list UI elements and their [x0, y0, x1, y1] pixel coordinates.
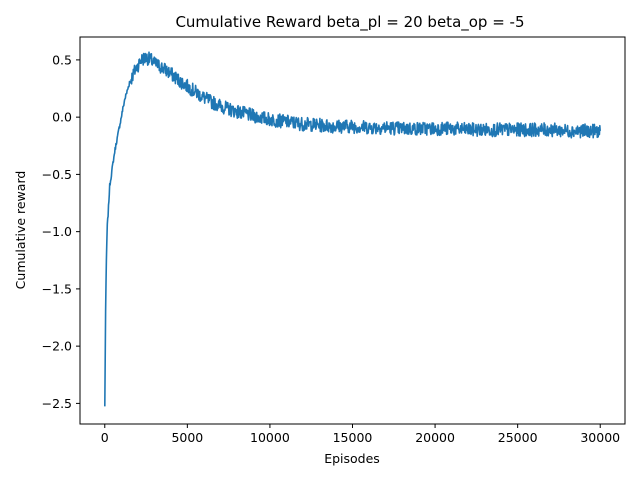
series-line — [104, 51, 601, 407]
x-axis-ticks: 0 5000 10000 15000 20000 25000 30000 — [101, 424, 620, 445]
y-tick-label: −1.0 — [42, 224, 72, 239]
y-axis-label: Cumulative reward — [13, 171, 28, 290]
x-tick-label: 25000 — [498, 430, 538, 445]
x-tick-label: 5000 — [171, 430, 203, 445]
x-tick-label: 0 — [101, 430, 109, 445]
y-tick-label: −1.5 — [42, 281, 72, 296]
y-tick-label: −2.5 — [42, 396, 72, 411]
y-tick-label: 0.5 — [52, 52, 72, 67]
x-tick-label: 10000 — [250, 430, 290, 445]
x-tick-label: 20000 — [415, 430, 455, 445]
y-axis-ticks: −2.5 −2.0 −1.5 −1.0 −0.5 0.0 0.5 — [42, 52, 80, 411]
y-tick-label: −2.0 — [42, 339, 72, 354]
chart-title: Cumulative Reward beta_pl = 20 beta_op =… — [175, 13, 524, 32]
y-tick-label: 0.0 — [52, 110, 72, 125]
x-tick-label: 30000 — [580, 430, 620, 445]
x-tick-label: 15000 — [333, 430, 373, 445]
x-axis-label: Episodes — [324, 451, 380, 466]
y-tick-label: −0.5 — [42, 167, 72, 182]
